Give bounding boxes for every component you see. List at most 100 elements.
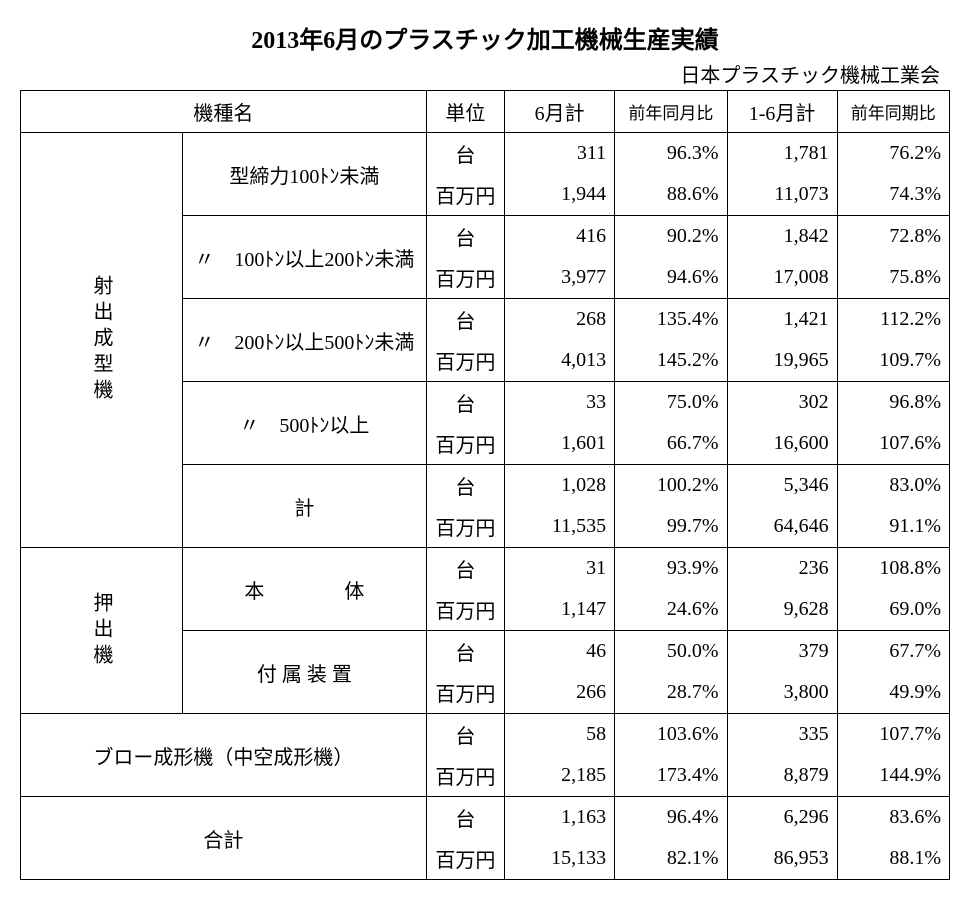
cell: 49.9% xyxy=(837,672,949,714)
cell: 335 xyxy=(727,714,837,756)
cell-unit: 百万円 xyxy=(426,340,504,382)
row-label: 〃 200ﾄﾝ以上500ﾄﾝ未満 xyxy=(183,299,427,382)
cell: 1,944 xyxy=(505,174,615,216)
cell: 3,977 xyxy=(505,257,615,299)
cell: 83.6% xyxy=(837,797,949,839)
cell: 144.9% xyxy=(837,755,949,797)
cell: 83.0% xyxy=(837,465,949,507)
cell: 112.2% xyxy=(837,299,949,341)
cell-unit: 台 xyxy=(426,465,504,507)
cell: 19,965 xyxy=(727,340,837,382)
cell: 16,600 xyxy=(727,423,837,465)
cell: 5,346 xyxy=(727,465,837,507)
cell: 108.8% xyxy=(837,548,949,590)
cell: 58 xyxy=(505,714,615,756)
cell: 99.7% xyxy=(615,506,727,548)
cell: 33 xyxy=(505,382,615,424)
cell: 82.1% xyxy=(615,838,727,880)
category-total: 合計 xyxy=(21,797,427,880)
page-subtitle: 日本プラスチック機械工業会 xyxy=(20,59,950,88)
cell: 6,296 xyxy=(727,797,837,839)
table-row: 射出成型機 型締力100ﾄﾝ未満 台 311 96.3% 1,781 76.2% xyxy=(21,133,950,175)
cell: 266 xyxy=(505,672,615,714)
cell: 86,953 xyxy=(727,838,837,880)
cell: 96.4% xyxy=(615,797,727,839)
category-blow: ブロー成形機（中空成形機） xyxy=(21,714,427,797)
cell: 88.6% xyxy=(615,174,727,216)
col-month: 6月計 xyxy=(505,91,615,133)
cell-unit: 百万円 xyxy=(426,174,504,216)
table-row: ブロー成形機（中空成形機） 台 58 103.6% 335 107.7% xyxy=(21,714,950,756)
cell: 302 xyxy=(727,382,837,424)
cell: 1,421 xyxy=(727,299,837,341)
row-label: 計 xyxy=(183,465,427,548)
cell-unit: 台 xyxy=(426,631,504,673)
cell: 1,842 xyxy=(727,216,837,258)
cell: 100.2% xyxy=(615,465,727,507)
cell: 66.7% xyxy=(615,423,727,465)
cell: 2,185 xyxy=(505,755,615,797)
cell: 90.2% xyxy=(615,216,727,258)
cell: 416 xyxy=(505,216,615,258)
col-ytd: 1-6月計 xyxy=(727,91,837,133)
cell: 15,133 xyxy=(505,838,615,880)
cell: 67.7% xyxy=(837,631,949,673)
cell: 31 xyxy=(505,548,615,590)
cell: 88.1% xyxy=(837,838,949,880)
table-row: 合計 台 1,163 96.4% 6,296 83.6% xyxy=(21,797,950,839)
cell: 69.0% xyxy=(837,589,949,631)
cell: 50.0% xyxy=(615,631,727,673)
cell: 3,800 xyxy=(727,672,837,714)
row-label: 型締力100ﾄﾝ未満 xyxy=(183,133,427,216)
cell-unit: 台 xyxy=(426,714,504,756)
cell-unit: 百万円 xyxy=(426,755,504,797)
cell: 379 xyxy=(727,631,837,673)
col-yoy-month: 前年同月比 xyxy=(615,91,727,133)
cell: 94.6% xyxy=(615,257,727,299)
cell: 268 xyxy=(505,299,615,341)
cell: 96.8% xyxy=(837,382,949,424)
cell: 1,028 xyxy=(505,465,615,507)
category-extrusion: 押出機 xyxy=(21,548,183,714)
cell: 236 xyxy=(727,548,837,590)
cell: 1,163 xyxy=(505,797,615,839)
cell-unit: 台 xyxy=(426,382,504,424)
cell: 9,628 xyxy=(727,589,837,631)
cell-unit: 台 xyxy=(426,133,504,175)
row-label: 〃 100ﾄﾝ以上200ﾄﾝ未満 xyxy=(183,216,427,299)
cell: 109.7% xyxy=(837,340,949,382)
cell-unit: 台 xyxy=(426,797,504,839)
cell: 75.8% xyxy=(837,257,949,299)
cell-unit: 台 xyxy=(426,216,504,258)
cell: 1,781 xyxy=(727,133,837,175)
cell: 91.1% xyxy=(837,506,949,548)
cell-unit: 百万円 xyxy=(426,423,504,465)
cell-unit: 百万円 xyxy=(426,672,504,714)
cell: 72.8% xyxy=(837,216,949,258)
cell: 75.0% xyxy=(615,382,727,424)
cell: 1,601 xyxy=(505,423,615,465)
col-unit: 単位 xyxy=(426,91,504,133)
cell: 103.6% xyxy=(615,714,727,756)
row-label: 付 属 装 置 xyxy=(183,631,427,714)
cell: 311 xyxy=(505,133,615,175)
cell-unit: 百万円 xyxy=(426,589,504,631)
category-injection: 射出成型機 xyxy=(21,133,183,548)
cell-unit: 台 xyxy=(426,548,504,590)
cell: 4,013 xyxy=(505,340,615,382)
col-yoy-ytd: 前年同期比 xyxy=(837,91,949,133)
col-model: 機種名 xyxy=(21,91,427,133)
cell: 96.3% xyxy=(615,133,727,175)
cell: 28.7% xyxy=(615,672,727,714)
cell-unit: 百万円 xyxy=(426,838,504,880)
cell-unit: 台 xyxy=(426,299,504,341)
cell: 64,646 xyxy=(727,506,837,548)
row-label: 〃 500ﾄﾝ以上 xyxy=(183,382,427,465)
cell: 135.4% xyxy=(615,299,727,341)
cell: 24.6% xyxy=(615,589,727,631)
cell: 1,147 xyxy=(505,589,615,631)
cell: 8,879 xyxy=(727,755,837,797)
cell: 107.6% xyxy=(837,423,949,465)
cell: 11,073 xyxy=(727,174,837,216)
cell: 74.3% xyxy=(837,174,949,216)
